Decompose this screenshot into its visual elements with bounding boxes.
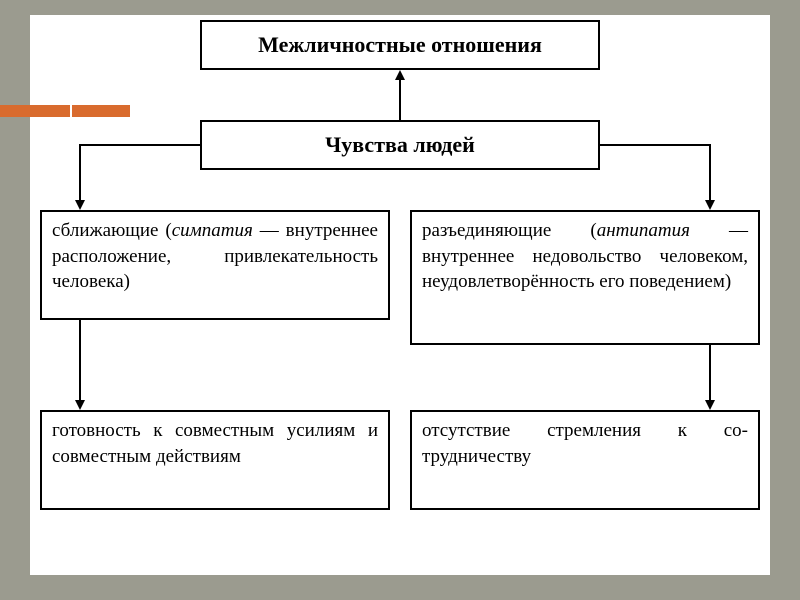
node-top: Межличностные отношения [200,20,600,70]
node-right1: разъединяющие (антипа­тия — внутреннее н… [410,210,760,345]
diagram-canvas: Межличностные отношения Чувства людей сб… [30,15,770,575]
accent-bar [0,105,70,117]
node-middle: Чувства людей [200,120,600,170]
node-left1-text: сближающие (симпатия — внутреннее распол… [52,218,378,295]
node-right2: отсутствие стремления к со­трудничеству [410,410,760,510]
node-right2-text: отсутствие стремления к со­трудничеству [422,418,748,469]
accent-bar [72,105,130,117]
node-left2: готовность к совместным уси­лиям и совме… [40,410,390,510]
node-top-label: Межличностные отношения [258,32,542,58]
node-right1-text: разъединяющие (антипа­тия — внутреннее н… [422,218,748,295]
node-left1: сближающие (симпатия — внутреннее распол… [40,210,390,320]
node-left2-text: готовность к совместным уси­лиям и совме… [52,418,378,469]
node-middle-label: Чувства людей [325,132,475,158]
